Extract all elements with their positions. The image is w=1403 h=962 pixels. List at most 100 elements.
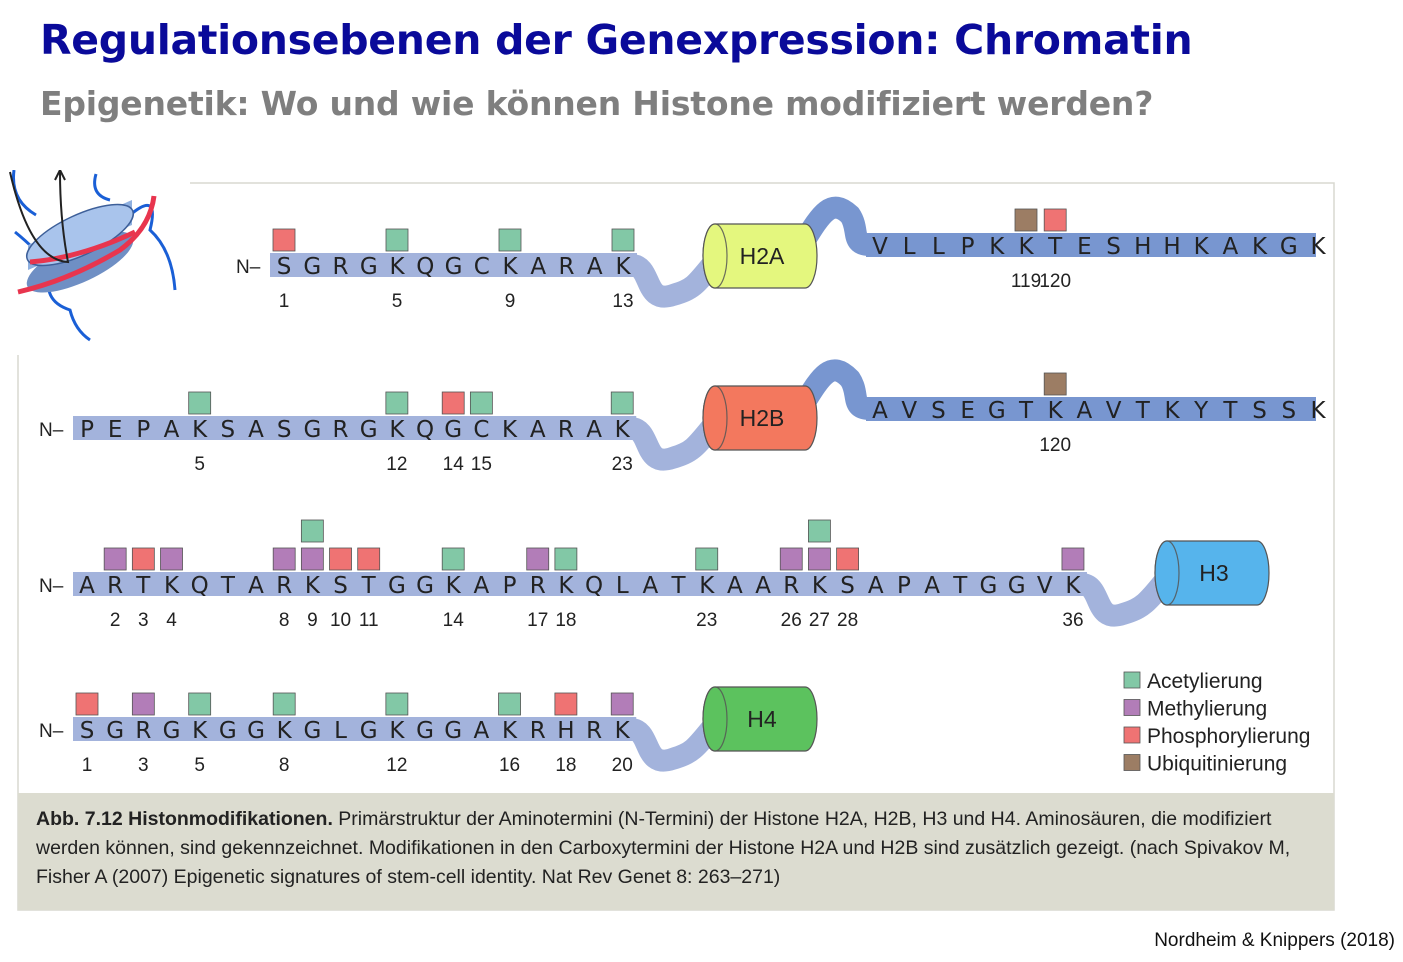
nterm-position-label: 1: [279, 291, 290, 312]
nterm-position-label: 1: [82, 755, 93, 776]
nterm-position-label: 17: [527, 610, 548, 631]
histone-core-cap: [702, 385, 728, 451]
nterm-position-label: 14: [443, 610, 465, 631]
nterm-backbone: [270, 253, 637, 277]
nterm-residue: T: [952, 573, 968, 599]
histone-core-cap: [1154, 540, 1180, 606]
nterm-mod-phosphorylation: [272, 228, 296, 252]
legend-swatch-acetylation: [1123, 671, 1141, 689]
nterm-residue: G: [219, 718, 237, 744]
nterm-position-label: 27: [809, 610, 830, 631]
nterm-mod-methylation: [272, 547, 296, 571]
nterm-residue: K: [502, 417, 518, 443]
nterm-residue: R: [558, 417, 574, 443]
ctail-linker: [789, 359, 881, 421]
ctail-residue: S: [1252, 398, 1267, 424]
caption-label: Abb. 7.12 Histonmodifikationen.: [36, 808, 333, 830]
n-terminus-label: N–: [39, 721, 64, 742]
legend-swatch-phosphorylation: [1123, 726, 1141, 744]
nterm-position-label: 8: [279, 755, 290, 776]
legend-label-phosphorylation: Phosphorylierung: [1147, 725, 1310, 748]
nterm-residue: A: [587, 254, 603, 280]
ctail-residue: K: [1310, 234, 1326, 260]
n-terminus-label: N–: [39, 420, 64, 441]
nterm-residue: S: [80, 718, 95, 744]
ctail-residue: H: [1134, 234, 1151, 260]
ctail-linker: [789, 196, 881, 259]
nterm-mod-methylation: [610, 692, 634, 716]
nterm-residue: K: [389, 417, 405, 443]
nterm-position-label: 12: [386, 454, 407, 475]
nterm-mod-methylation: [526, 547, 550, 571]
nterm-position-label: 28: [837, 610, 858, 631]
nterm-mod-phosphorylation: [131, 547, 155, 571]
nterm-mod-acetylation: [188, 391, 212, 415]
nterm-residue: G: [445, 254, 463, 280]
histone-core-cap: [702, 223, 728, 289]
nterm-residue: K: [812, 573, 828, 599]
nterm-residue: K: [305, 573, 321, 599]
nterm-residue: L: [334, 718, 347, 744]
ctail-residue: P: [961, 234, 975, 260]
nterm-residue: L: [616, 573, 629, 599]
ctail-residue: A: [1223, 234, 1239, 260]
nterm-mod-methylation: [103, 547, 127, 571]
nterm-residue: K: [502, 718, 518, 744]
ctail-residue: V: [872, 234, 888, 260]
nterm-mod-acetylation: [610, 391, 634, 415]
nterm-position-label: 13: [612, 291, 633, 312]
legend-swatch-methylation: [1123, 699, 1141, 716]
nterm-residue: T: [135, 573, 151, 599]
nterm-mod-acetylation: [385, 692, 409, 716]
nterm-residue: G: [303, 254, 321, 280]
histone-name: H4: [747, 706, 777, 732]
nterm-residue: A: [164, 417, 180, 443]
nterm-backbone: [73, 572, 1087, 596]
ctail-mod-ubiquitination: [1014, 208, 1038, 232]
legend-swatch-ubiquitination: [1123, 754, 1141, 771]
nterm-mod-phosphorylation: [75, 692, 99, 716]
nterm-position-label: 3: [138, 755, 149, 776]
ctail-residue: K: [1164, 398, 1180, 424]
nterm-residue: A: [530, 254, 546, 280]
nterm-residue: C: [473, 417, 489, 443]
nterm-mod-acetylation: [498, 228, 522, 252]
nterm-mod-acetylation: [469, 391, 493, 415]
nterm-mod-acetylation: [272, 692, 296, 716]
histone-row-h3: H3N– A R T K Q T A R K S T G G K A P R K Q L A T K A A R K S A P A T G G V K…: [39, 519, 1270, 631]
nterm-residue: A: [924, 573, 940, 599]
nterm-residue: K: [615, 718, 631, 744]
ctail-residue: G: [988, 398, 1006, 424]
nterm-position-label: 5: [392, 291, 403, 312]
nterm-position-label: 20: [612, 755, 633, 776]
ctail-residue: G: [1280, 234, 1298, 260]
nterm-position-label: 14: [443, 454, 465, 475]
linker: [619, 412, 726, 471]
nterm-position-label: 5: [194, 755, 205, 776]
nterm-residue: A: [474, 573, 490, 599]
nterm-position-label: 26: [781, 610, 802, 631]
ctail-residue: E: [1077, 234, 1092, 260]
nterm-residue: S: [277, 417, 292, 443]
nterm-mod-acetylation: [300, 519, 324, 543]
nterm-residue: G: [303, 718, 321, 744]
nterm-residue: G: [360, 254, 378, 280]
ctail-position-label: 119: [1011, 271, 1041, 292]
nterm-residue: R: [333, 254, 349, 280]
nterm-backbone: [73, 416, 637, 440]
nterm-position-label: 9: [505, 291, 516, 312]
histone-core-cap: [702, 686, 728, 752]
legend-label-methylation: Methylierung: [1147, 698, 1267, 721]
nterm-mod-methylation: [160, 547, 183, 571]
nterm-residue: G: [388, 573, 406, 599]
nterm-position-label: 5: [194, 454, 205, 475]
nterm-position-label: 3: [138, 610, 149, 631]
ctail-mod-phosphorylation: [1043, 208, 1067, 232]
nterm-position-label: 36: [1062, 610, 1083, 631]
nterm-residue: R: [530, 573, 546, 599]
nterm-position-label: 18: [555, 755, 576, 776]
ctail-residue: T: [1047, 234, 1063, 260]
